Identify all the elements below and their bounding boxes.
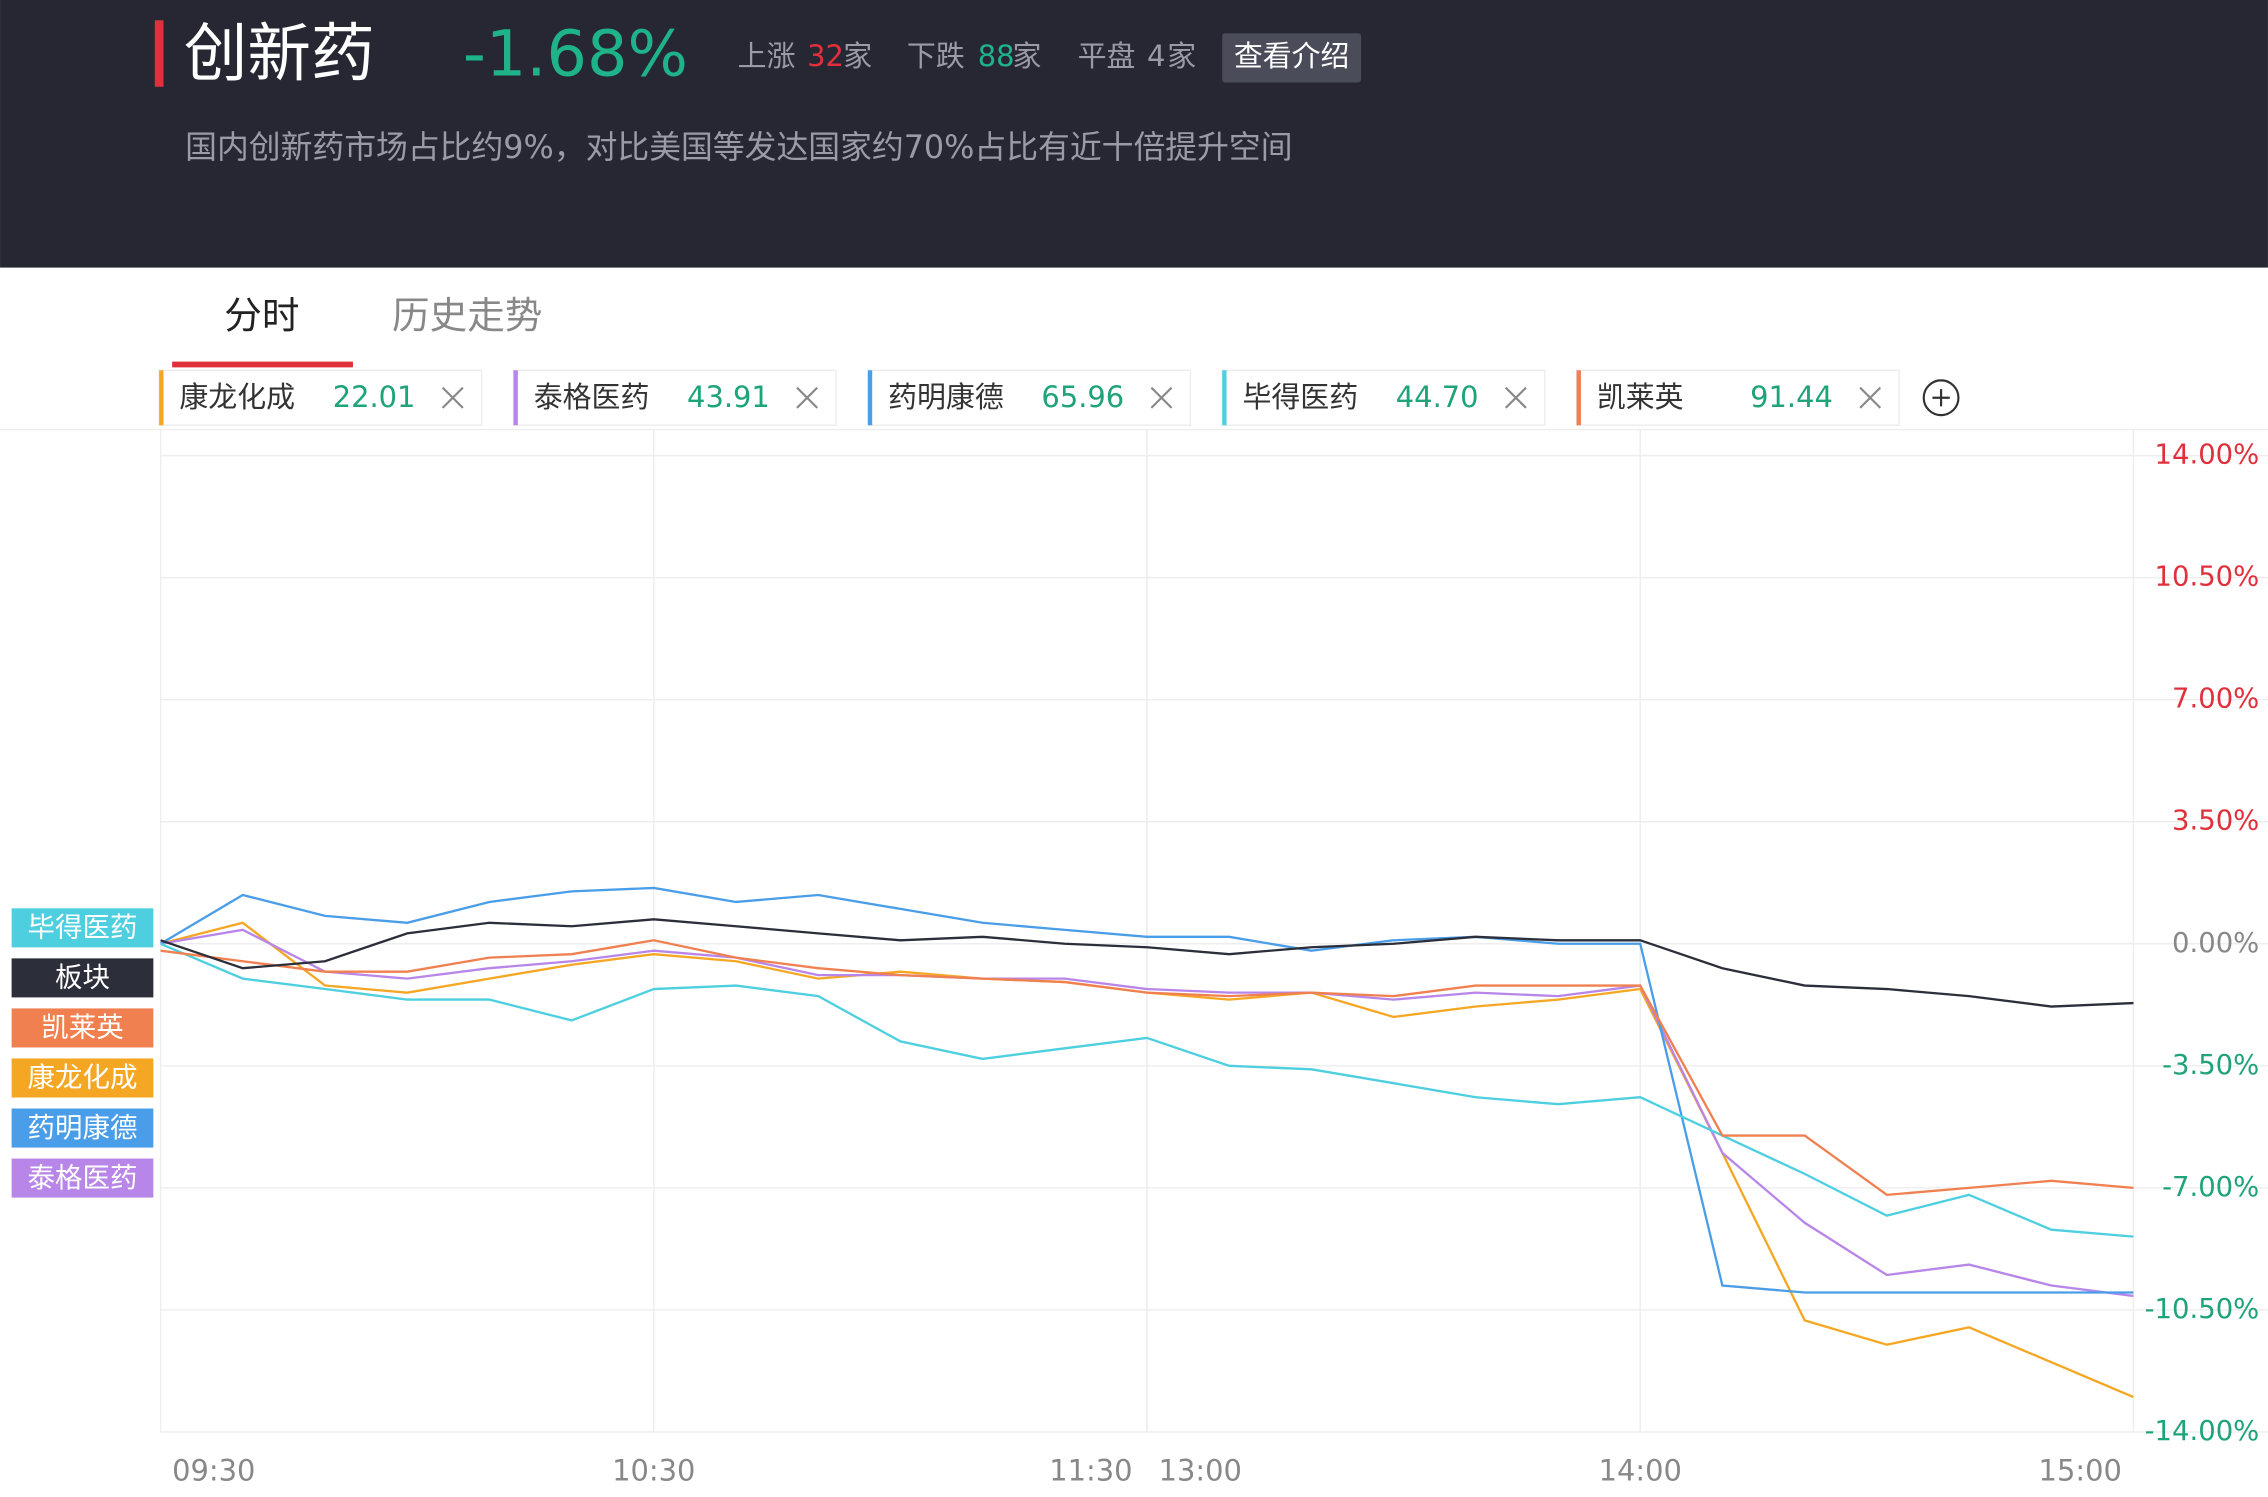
y-tick-label: -7.00% <box>2162 1171 2259 1203</box>
chip[interactable] <box>1575 369 1900 426</box>
stat-unit: 家 <box>1167 39 1196 73</box>
subtitle: 国内创新药市场占比约9%，对比美国等发达国家约70%占比有近十倍提升空间 <box>185 128 1292 166</box>
x-tick-label: 09:30 <box>172 1453 255 1487</box>
chip-color <box>867 370 873 426</box>
chip-name[interactable]: 毕得医药 <box>1242 380 1358 414</box>
y-tick-label: 14.00% <box>2155 439 2260 471</box>
side-label: 毕得医药 <box>28 912 138 944</box>
chip-price[interactable]: 43.91 <box>687 380 770 414</box>
y-tick-label: 3.50% <box>2172 805 2259 837</box>
tab[interactable]: 分时 <box>224 294 299 338</box>
side-label-bg <box>11 908 154 948</box>
add-plus[interactable] <box>1932 389 1950 407</box>
change: -1.68% <box>463 17 688 91</box>
chip-price[interactable]: 65.96 <box>1041 380 1124 414</box>
y-tick-label: -3.50% <box>2162 1049 2259 1081</box>
side-label: 康龙化成 <box>28 1062 138 1094</box>
stat-label: 上涨 <box>738 39 796 73</box>
intro-button[interactable] <box>1222 33 1362 83</box>
chip-name[interactable]: 康龙化成 <box>179 380 295 414</box>
stat-unit: 家 <box>843 39 872 73</box>
intro-button-label[interactable]: 查看介绍 <box>1234 39 1350 73</box>
side-label-bg <box>11 1158 154 1198</box>
title-bar <box>154 20 164 87</box>
chip[interactable] <box>867 369 1192 426</box>
x-tick-label: 13:00 <box>1159 1453 1242 1487</box>
series-line <box>160 918 2134 1008</box>
y-tick-label: -14.00% <box>2145 1415 2260 1447</box>
chip-close[interactable] <box>1859 386 1882 409</box>
add-button[interactable] <box>1922 379 1960 417</box>
chip[interactable] <box>512 369 837 426</box>
chip-price[interactable]: 22.01 <box>333 380 416 414</box>
chip-close[interactable] <box>1150 386 1173 409</box>
tab[interactable]: 历史走势 <box>392 294 542 338</box>
stat-value: 4 <box>1147 39 1165 73</box>
stat-label: 平盘 <box>1078 39 1136 73</box>
y-tick-label: 7.00% <box>2172 683 2259 715</box>
chip-name[interactable]: 凯莱英 <box>1597 380 1684 414</box>
x-tick-label: 14:00 <box>1599 1453 1682 1487</box>
series-line <box>160 928 2134 1298</box>
series-line <box>159 886 2134 1294</box>
y-tick-label: 0.00% <box>2172 927 2259 959</box>
chip[interactable] <box>1221 369 1546 426</box>
x-tick-label: 15:00 <box>2039 1453 2122 1487</box>
chip-name[interactable]: 泰格医药 <box>534 380 650 414</box>
header-bg <box>0 0 2268 268</box>
title: 创新药 <box>184 17 375 91</box>
add-circle[interactable] <box>1922 379 1960 417</box>
y-tick-label: 10.50% <box>2155 561 2260 593</box>
chip-color <box>1576 370 1581 426</box>
stat-value: 32 <box>807 39 844 73</box>
side-label-bg <box>11 1008 154 1048</box>
stat-value: 88 <box>978 39 1015 73</box>
chip[interactable] <box>158 369 483 426</box>
x-tick-label: 11:30 <box>1049 1453 1132 1487</box>
series-line <box>160 942 2134 1238</box>
chip-price[interactable]: 44.70 <box>1396 380 1479 414</box>
side-label: 凯莱英 <box>41 1012 123 1044</box>
side-label: 药明康德 <box>28 1112 138 1144</box>
stat-unit: 家 <box>1013 39 1042 73</box>
side-label: 板块 <box>55 962 110 994</box>
chip-close[interactable] <box>796 386 819 409</box>
chip-color <box>1222 370 1227 426</box>
chip-color <box>513 370 518 426</box>
x-tick-label: 10:30 <box>612 1453 695 1487</box>
chip-price[interactable]: 91.44 <box>1750 380 1833 414</box>
tab-underline <box>172 361 353 368</box>
stat-label: 下跌 <box>907 39 965 73</box>
chip-color <box>159 370 164 426</box>
side-label-bg <box>11 1108 154 1148</box>
side-label-bg <box>11 958 154 998</box>
side-label: 泰格医药 <box>28 1162 138 1194</box>
chip-close[interactable] <box>1504 386 1527 409</box>
series-line <box>160 939 2134 1197</box>
chip-name[interactable]: 药明康德 <box>888 380 1004 414</box>
chip-close[interactable] <box>441 386 464 409</box>
side-label-bg <box>11 1058 154 1098</box>
y-tick-label: -10.50% <box>2145 1293 2260 1325</box>
